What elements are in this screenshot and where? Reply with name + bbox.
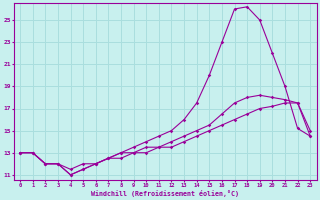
- X-axis label: Windchill (Refroidissement éolien,°C): Windchill (Refroidissement éolien,°C): [91, 190, 239, 197]
